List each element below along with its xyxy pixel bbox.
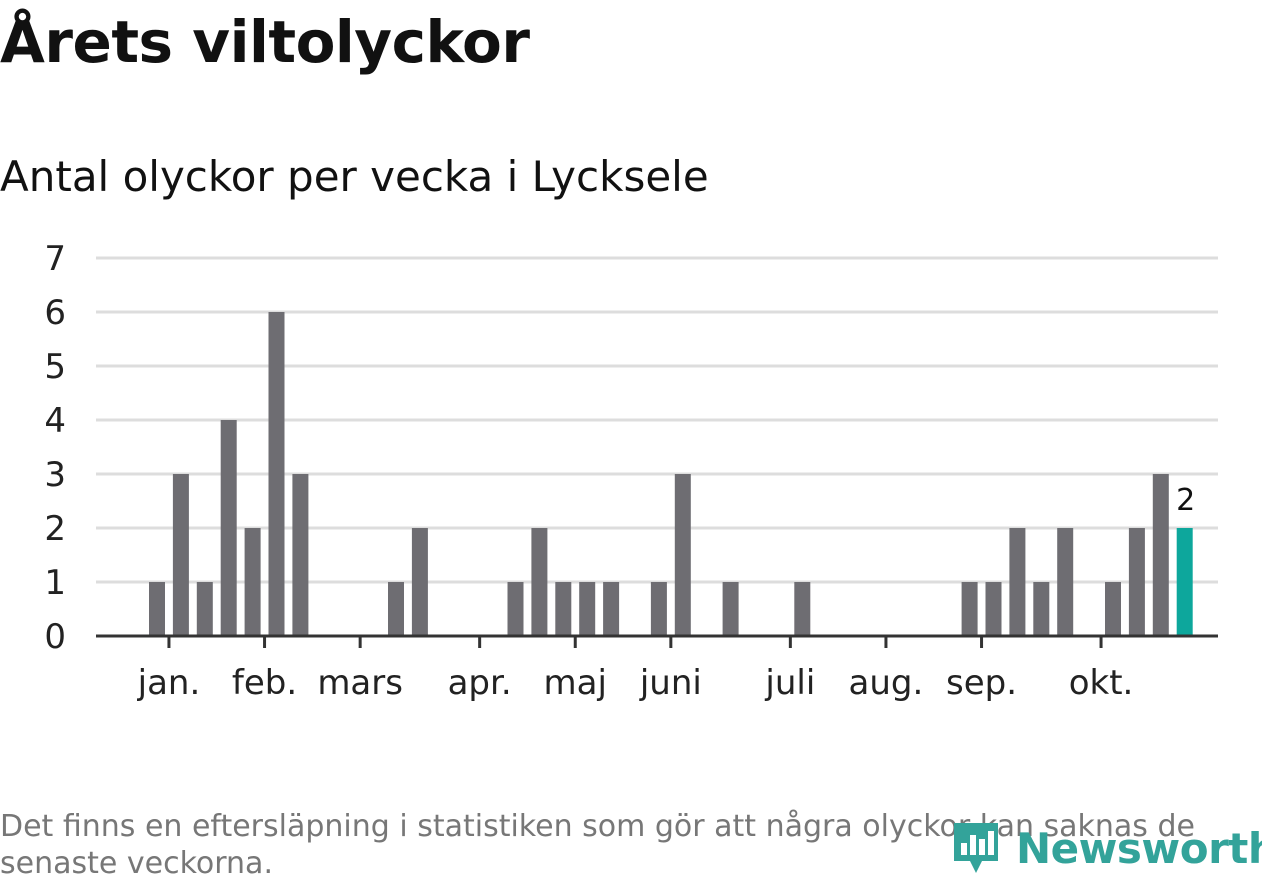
x-tick-label: aug. (849, 663, 924, 703)
bar (531, 528, 548, 636)
bar (172, 474, 189, 636)
x-tick-label: jan. (137, 663, 201, 703)
bar (1128, 528, 1145, 636)
bar (220, 420, 237, 636)
bar (555, 582, 572, 636)
bar (1009, 528, 1026, 636)
y-tick-label: 0 (44, 617, 66, 657)
y-tick-label: 2 (44, 509, 66, 549)
bar (1057, 528, 1074, 636)
y-tick-label: 4 (44, 401, 66, 441)
bar (579, 582, 596, 636)
bar (1152, 474, 1169, 636)
bar-chart: 0 1 2 3 4 5 6 7 2 jan. feb. mars apr. maj juni juli aug.… (44, 239, 1218, 703)
bar (961, 582, 978, 636)
bar (411, 528, 428, 636)
x-tick-label: sep. (946, 663, 1017, 703)
bar (722, 582, 739, 636)
bar (1033, 582, 1050, 636)
x-tick-label: juni (639, 663, 702, 703)
highlight-bar (1176, 528, 1193, 636)
x-tick-label: mars (317, 663, 403, 703)
bar (244, 528, 261, 636)
x-tick-label: apr. (448, 663, 512, 703)
bar (292, 474, 309, 636)
bar (794, 582, 811, 636)
bar (388, 582, 404, 636)
y-tick-label: 1 (44, 563, 66, 603)
bar (985, 582, 1002, 636)
y-tick-label: 6 (44, 293, 66, 333)
brand-name: Newsworthy (1016, 823, 1262, 873)
bar (268, 312, 285, 636)
chart-title: Årets viltolyckor (0, 8, 530, 76)
data-label: 2 (1176, 483, 1195, 518)
y-tick-label: 3 (44, 455, 66, 495)
bar (1105, 582, 1121, 636)
bar (674, 474, 691, 636)
bar (507, 582, 524, 636)
x-tick-label: feb. (232, 663, 297, 703)
brand-logo: Newsworthy (950, 818, 1262, 878)
x-tick-label: juli (764, 663, 815, 703)
y-tick-label: 7 (44, 239, 66, 279)
chart-subtitle: Antal olyckor per vecka i Lycksele (0, 152, 709, 201)
bar (603, 582, 620, 636)
bar (149, 582, 165, 636)
x-tick-label: okt. (1069, 663, 1134, 703)
x-tick-label: maj (544, 663, 607, 703)
bar (650, 582, 667, 636)
newsworthy-logo-icon (954, 823, 998, 873)
y-tick-label: 5 (44, 347, 66, 387)
bar (196, 582, 213, 636)
